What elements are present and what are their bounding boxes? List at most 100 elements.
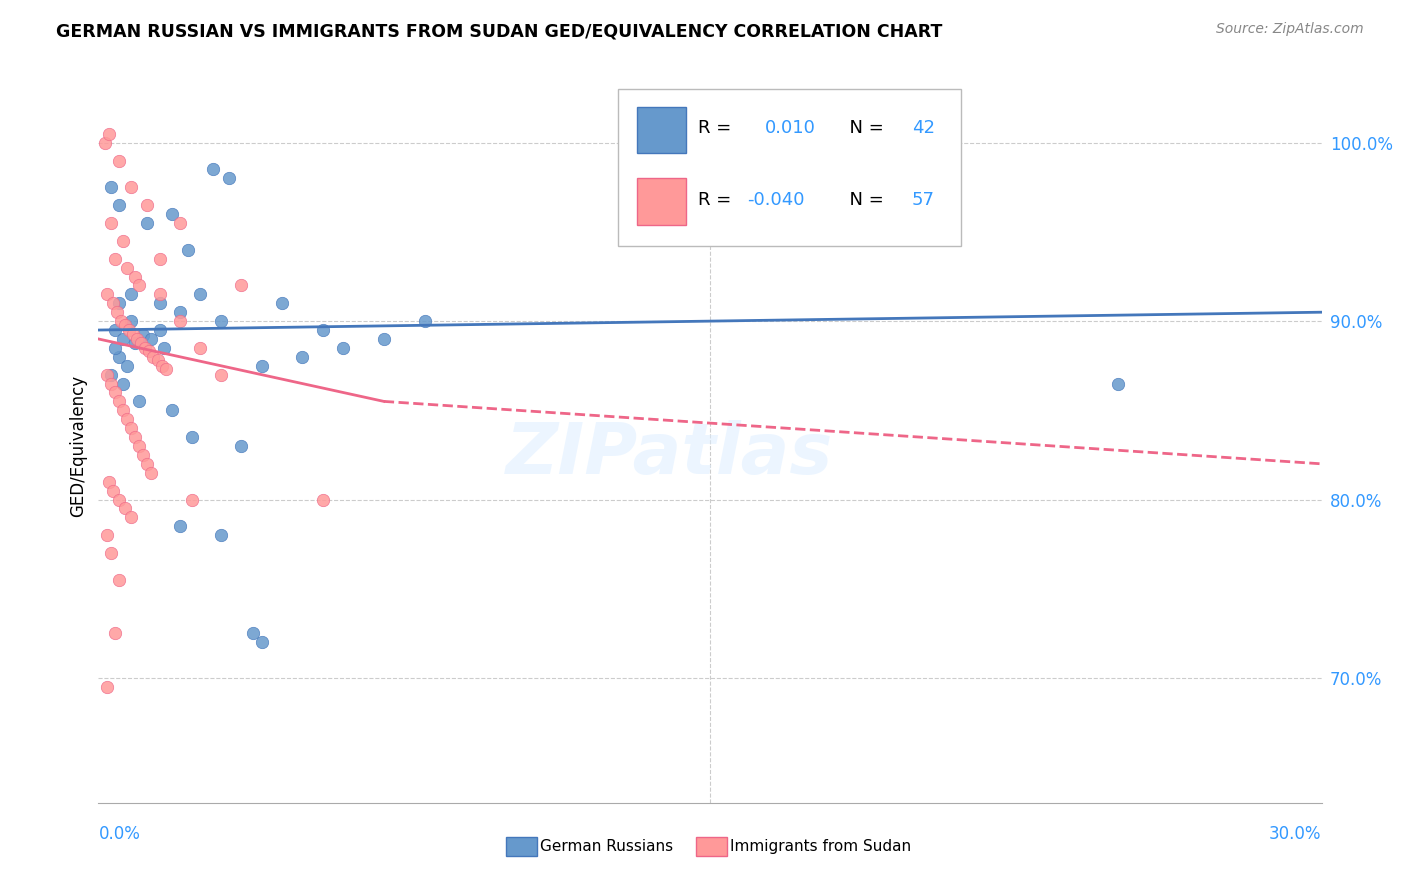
Point [169, 314, 191, 328]
Text: Source: ZipAtlas.com: Source: ZipAtlas.com [1216, 22, 1364, 37]
Text: 30.0%: 30.0% [1270, 825, 1322, 843]
Point [96, 528, 118, 542]
Point [108, 296, 131, 310]
Point [124, 430, 146, 444]
Point [104, 341, 127, 355]
Point [155, 362, 177, 376]
Point [104, 323, 127, 337]
Point [108, 153, 131, 168]
Point [115, 359, 138, 373]
Point [108, 573, 131, 587]
Point [114, 501, 136, 516]
Point [160, 403, 183, 417]
Point [149, 252, 172, 266]
Point [114, 318, 136, 332]
Point [242, 626, 264, 640]
Point [149, 323, 172, 337]
Point [134, 341, 156, 355]
Text: Immigrants from Sudan: Immigrants from Sudan [730, 839, 911, 854]
Point [111, 234, 134, 248]
Point [413, 314, 436, 328]
Point [96, 680, 118, 694]
Point [105, 305, 128, 319]
Point [120, 314, 142, 328]
Point [100, 180, 122, 194]
FancyBboxPatch shape [619, 89, 960, 246]
Point [250, 359, 273, 373]
Point [250, 635, 273, 649]
Point [120, 287, 142, 301]
Point [312, 323, 335, 337]
Text: -0.040: -0.040 [747, 191, 804, 209]
Point [129, 335, 152, 350]
Point [110, 314, 132, 328]
Point [270, 296, 294, 310]
Point [124, 269, 146, 284]
Text: 0.010: 0.010 [765, 120, 815, 137]
Point [101, 296, 124, 310]
Point [177, 243, 200, 257]
Point [209, 314, 232, 328]
Point [152, 341, 174, 355]
Text: R =: R = [697, 191, 737, 209]
FancyBboxPatch shape [637, 178, 686, 225]
Point [149, 296, 172, 310]
Point [111, 403, 134, 417]
Point [231, 278, 253, 293]
Point [291, 350, 314, 364]
Point [188, 341, 212, 355]
Point [118, 323, 141, 337]
Point [115, 412, 138, 426]
Point [108, 350, 131, 364]
Point [104, 385, 127, 400]
Point [97, 475, 120, 489]
Point [1107, 376, 1129, 391]
Point [100, 368, 122, 382]
Text: German Russians: German Russians [540, 839, 673, 854]
Y-axis label: GED/Equivalency: GED/Equivalency [69, 375, 87, 517]
Point [115, 260, 138, 275]
Point [128, 278, 150, 293]
Point [100, 546, 122, 560]
Text: N =: N = [838, 191, 890, 209]
Point [136, 457, 159, 471]
Point [150, 359, 173, 373]
Text: ZIPatlas: ZIPatlas [506, 420, 832, 490]
Point [201, 162, 224, 177]
Point [120, 421, 142, 435]
Text: GERMAN RUSSIAN VS IMMIGRANTS FROM SUDAN GED/EQUIVALENCY CORRELATION CHART: GERMAN RUSSIAN VS IMMIGRANTS FROM SUDAN … [56, 22, 942, 40]
Point [132, 328, 155, 343]
Point [108, 492, 131, 507]
Point [160, 207, 183, 221]
Point [149, 287, 172, 301]
Text: 0.0%: 0.0% [98, 825, 141, 843]
FancyBboxPatch shape [637, 107, 686, 153]
Point [127, 332, 149, 346]
Point [169, 216, 191, 230]
Point [169, 305, 191, 319]
Point [93, 136, 115, 150]
Point [373, 332, 395, 346]
Point [169, 519, 191, 533]
Point [141, 466, 163, 480]
Point [104, 626, 127, 640]
Point [332, 341, 354, 355]
Point [120, 510, 142, 524]
Point [100, 376, 122, 391]
Point [108, 394, 131, 409]
Point [181, 492, 204, 507]
Text: N =: N = [838, 120, 890, 137]
Point [101, 483, 124, 498]
Point [146, 353, 169, 368]
Point [108, 198, 131, 212]
Text: 42: 42 [912, 120, 935, 137]
Point [141, 332, 163, 346]
Text: 57: 57 [912, 191, 935, 209]
Point [124, 335, 146, 350]
Point [312, 492, 335, 507]
Point [231, 439, 253, 453]
Point [209, 368, 232, 382]
Point [111, 332, 134, 346]
Point [128, 394, 150, 409]
Point [97, 127, 120, 141]
